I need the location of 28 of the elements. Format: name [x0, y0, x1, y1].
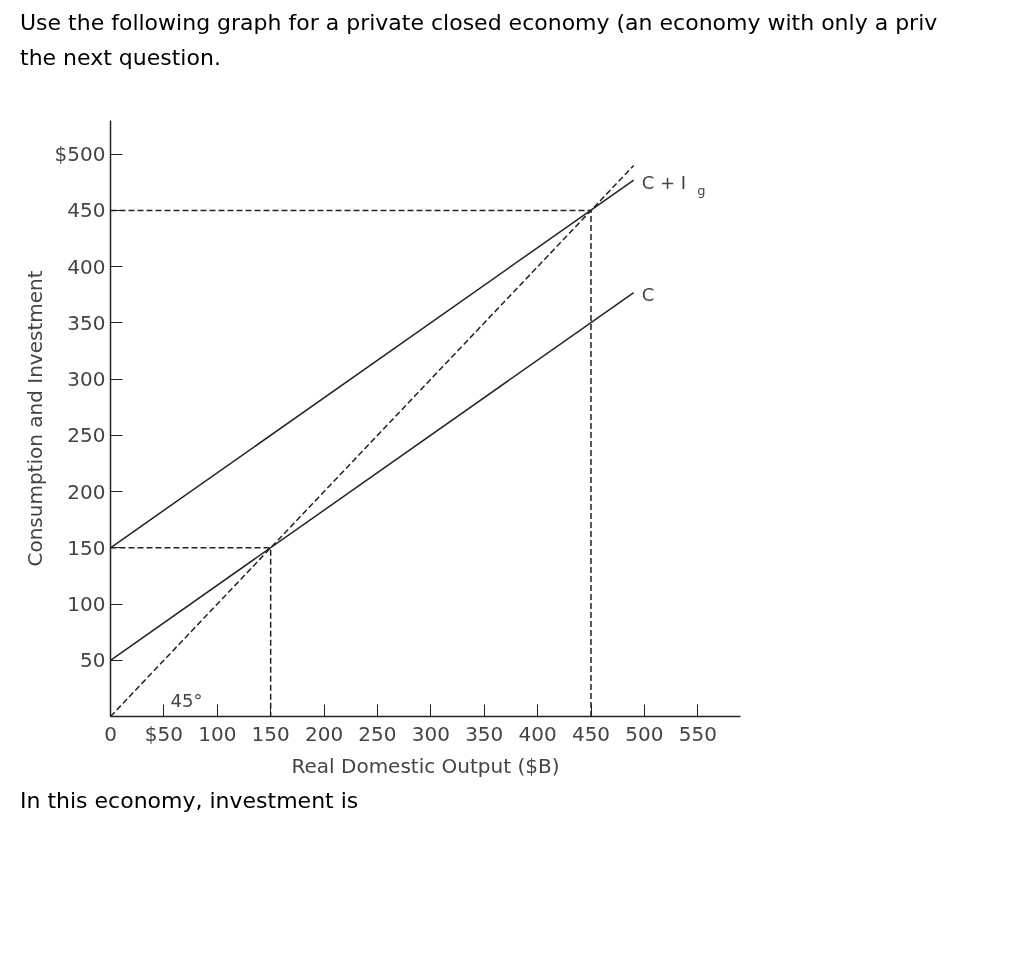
y-tick-label: 400	[67, 255, 106, 280]
y-tick-label: 300	[67, 367, 106, 392]
y-tick-label: 200	[67, 479, 106, 504]
x-tick-label: 0	[104, 721, 117, 746]
y-tick-label: 150	[67, 536, 106, 561]
x-tick-label: 150	[251, 721, 290, 746]
x-tick-label: 550	[678, 721, 717, 746]
y-tick-label: 100	[67, 592, 106, 617]
y-tick-label: 250	[67, 423, 106, 448]
series-label: C	[641, 284, 655, 306]
x-tick-label: 300	[411, 721, 450, 746]
y-axis-title: Consumption and Investment	[22, 270, 47, 567]
chart-title: Use the following graph for a private closed economy (an economy with only a priv the next question.	[20, 9, 938, 73]
x-tick-label: 350	[465, 721, 504, 746]
y-tick-label: $500	[54, 142, 106, 167]
x-tick-label: 400	[518, 721, 557, 746]
x-tick-label: 200	[304, 721, 344, 746]
x-tick-label: 250	[358, 721, 397, 746]
x-tick-label: 450	[571, 721, 611, 746]
y-tick-label: 350	[67, 311, 106, 336]
y-tick-label: 450	[67, 198, 106, 223]
y-tick-label: 50	[80, 648, 106, 673]
x-tick-label: 500	[625, 721, 664, 746]
text: In this economy, investment is	[20, 787, 359, 816]
x-axis-title: Real Domestic Output ($B)	[291, 753, 560, 778]
annotation: 45°	[170, 690, 203, 712]
x-tick-label: 100	[198, 721, 237, 746]
x-tick-label: $50	[144, 721, 183, 746]
